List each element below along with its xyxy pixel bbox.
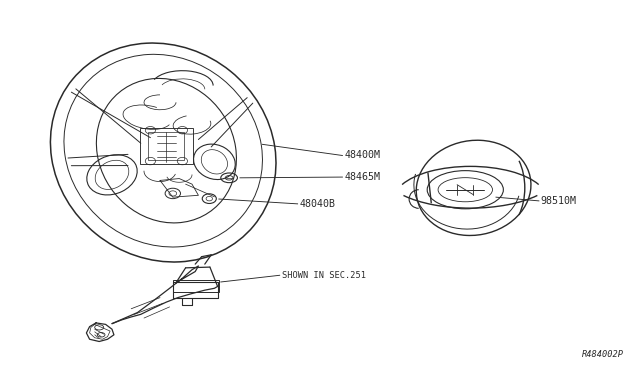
Text: 48040B: 48040B [300, 199, 335, 209]
Bar [148, 132, 184, 160]
Bar [140, 128, 193, 164]
Text: 48400M: 48400M [344, 151, 380, 160]
Text: SHOWN IN SEC.251: SHOWN IN SEC.251 [282, 271, 365, 280]
Bar [173, 280, 219, 292]
Text: 98510M: 98510M [541, 196, 577, 206]
Text: R484002P: R484002P [582, 350, 624, 359]
Text: 48465M: 48465M [344, 172, 380, 182]
